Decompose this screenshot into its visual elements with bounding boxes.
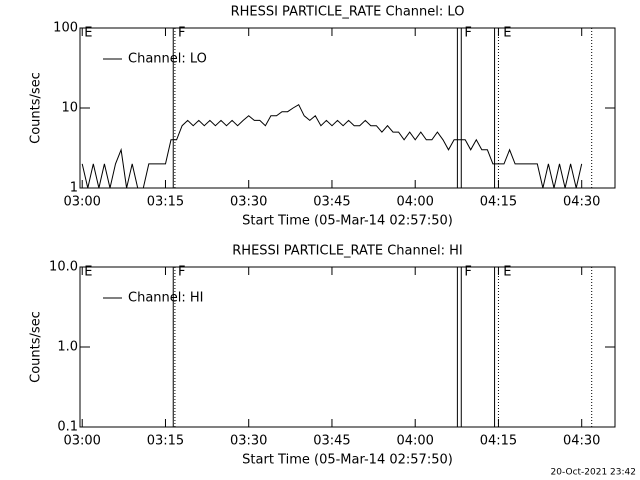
- x-axis-label: Start Time (05-Mar-14 02:57:50): [242, 453, 453, 468]
- x-tick-label: 04:00: [396, 195, 433, 210]
- event-label: E: [503, 265, 511, 280]
- y-tick-label: 1.0: [57, 340, 78, 355]
- legend-label: Channel: HI: [128, 291, 204, 306]
- y-tick-label: 10.0: [49, 260, 78, 275]
- x-tick-label: 03:45: [313, 434, 350, 449]
- y-axis-label: Counts/sec: [29, 311, 44, 383]
- x-tick-label: 03:15: [147, 434, 184, 449]
- event-label: E: [503, 26, 511, 41]
- chart-title: RHESSI PARTICLE_RATE Channel: HI: [232, 244, 462, 259]
- x-tick-label: 04:00: [396, 434, 433, 449]
- data-line: [81, 103, 583, 189]
- x-tick-label: 04:30: [563, 195, 600, 210]
- y-tick-label: 0.1: [57, 420, 78, 435]
- event-label: F: [464, 26, 471, 41]
- x-tick-label: 04:15: [480, 434, 517, 449]
- event-label: F: [178, 265, 185, 280]
- x-axis-label: Start Time (05-Mar-14 02:57:50): [242, 214, 453, 229]
- y-tick-label: 100: [53, 21, 78, 36]
- x-tick-label: 03:45: [313, 195, 350, 210]
- event-label: F: [178, 26, 185, 41]
- x-tick-label: 04:15: [480, 195, 517, 210]
- x-tick-label: 03:00: [63, 195, 100, 210]
- x-tick-label: 03:15: [147, 195, 184, 210]
- timestamp: 20-Oct-2021 23:42: [551, 468, 636, 478]
- event-label: F: [464, 265, 471, 280]
- event-label: E: [84, 26, 92, 41]
- event-label: E: [84, 265, 92, 280]
- y-axis-label: Counts/sec: [29, 72, 44, 144]
- legend-label: Channel: LO: [128, 52, 207, 67]
- chart-title: RHESSI PARTICLE_RATE Channel: LO: [231, 5, 465, 20]
- y-tick-label: 1: [70, 181, 78, 196]
- x-tick-label: 04:30: [563, 434, 600, 449]
- x-tick-label: 03:00: [63, 434, 100, 449]
- y-tick-label: 10: [61, 101, 78, 116]
- x-tick-label: 03:30: [230, 195, 267, 210]
- x-tick-label: 03:30: [230, 434, 267, 449]
